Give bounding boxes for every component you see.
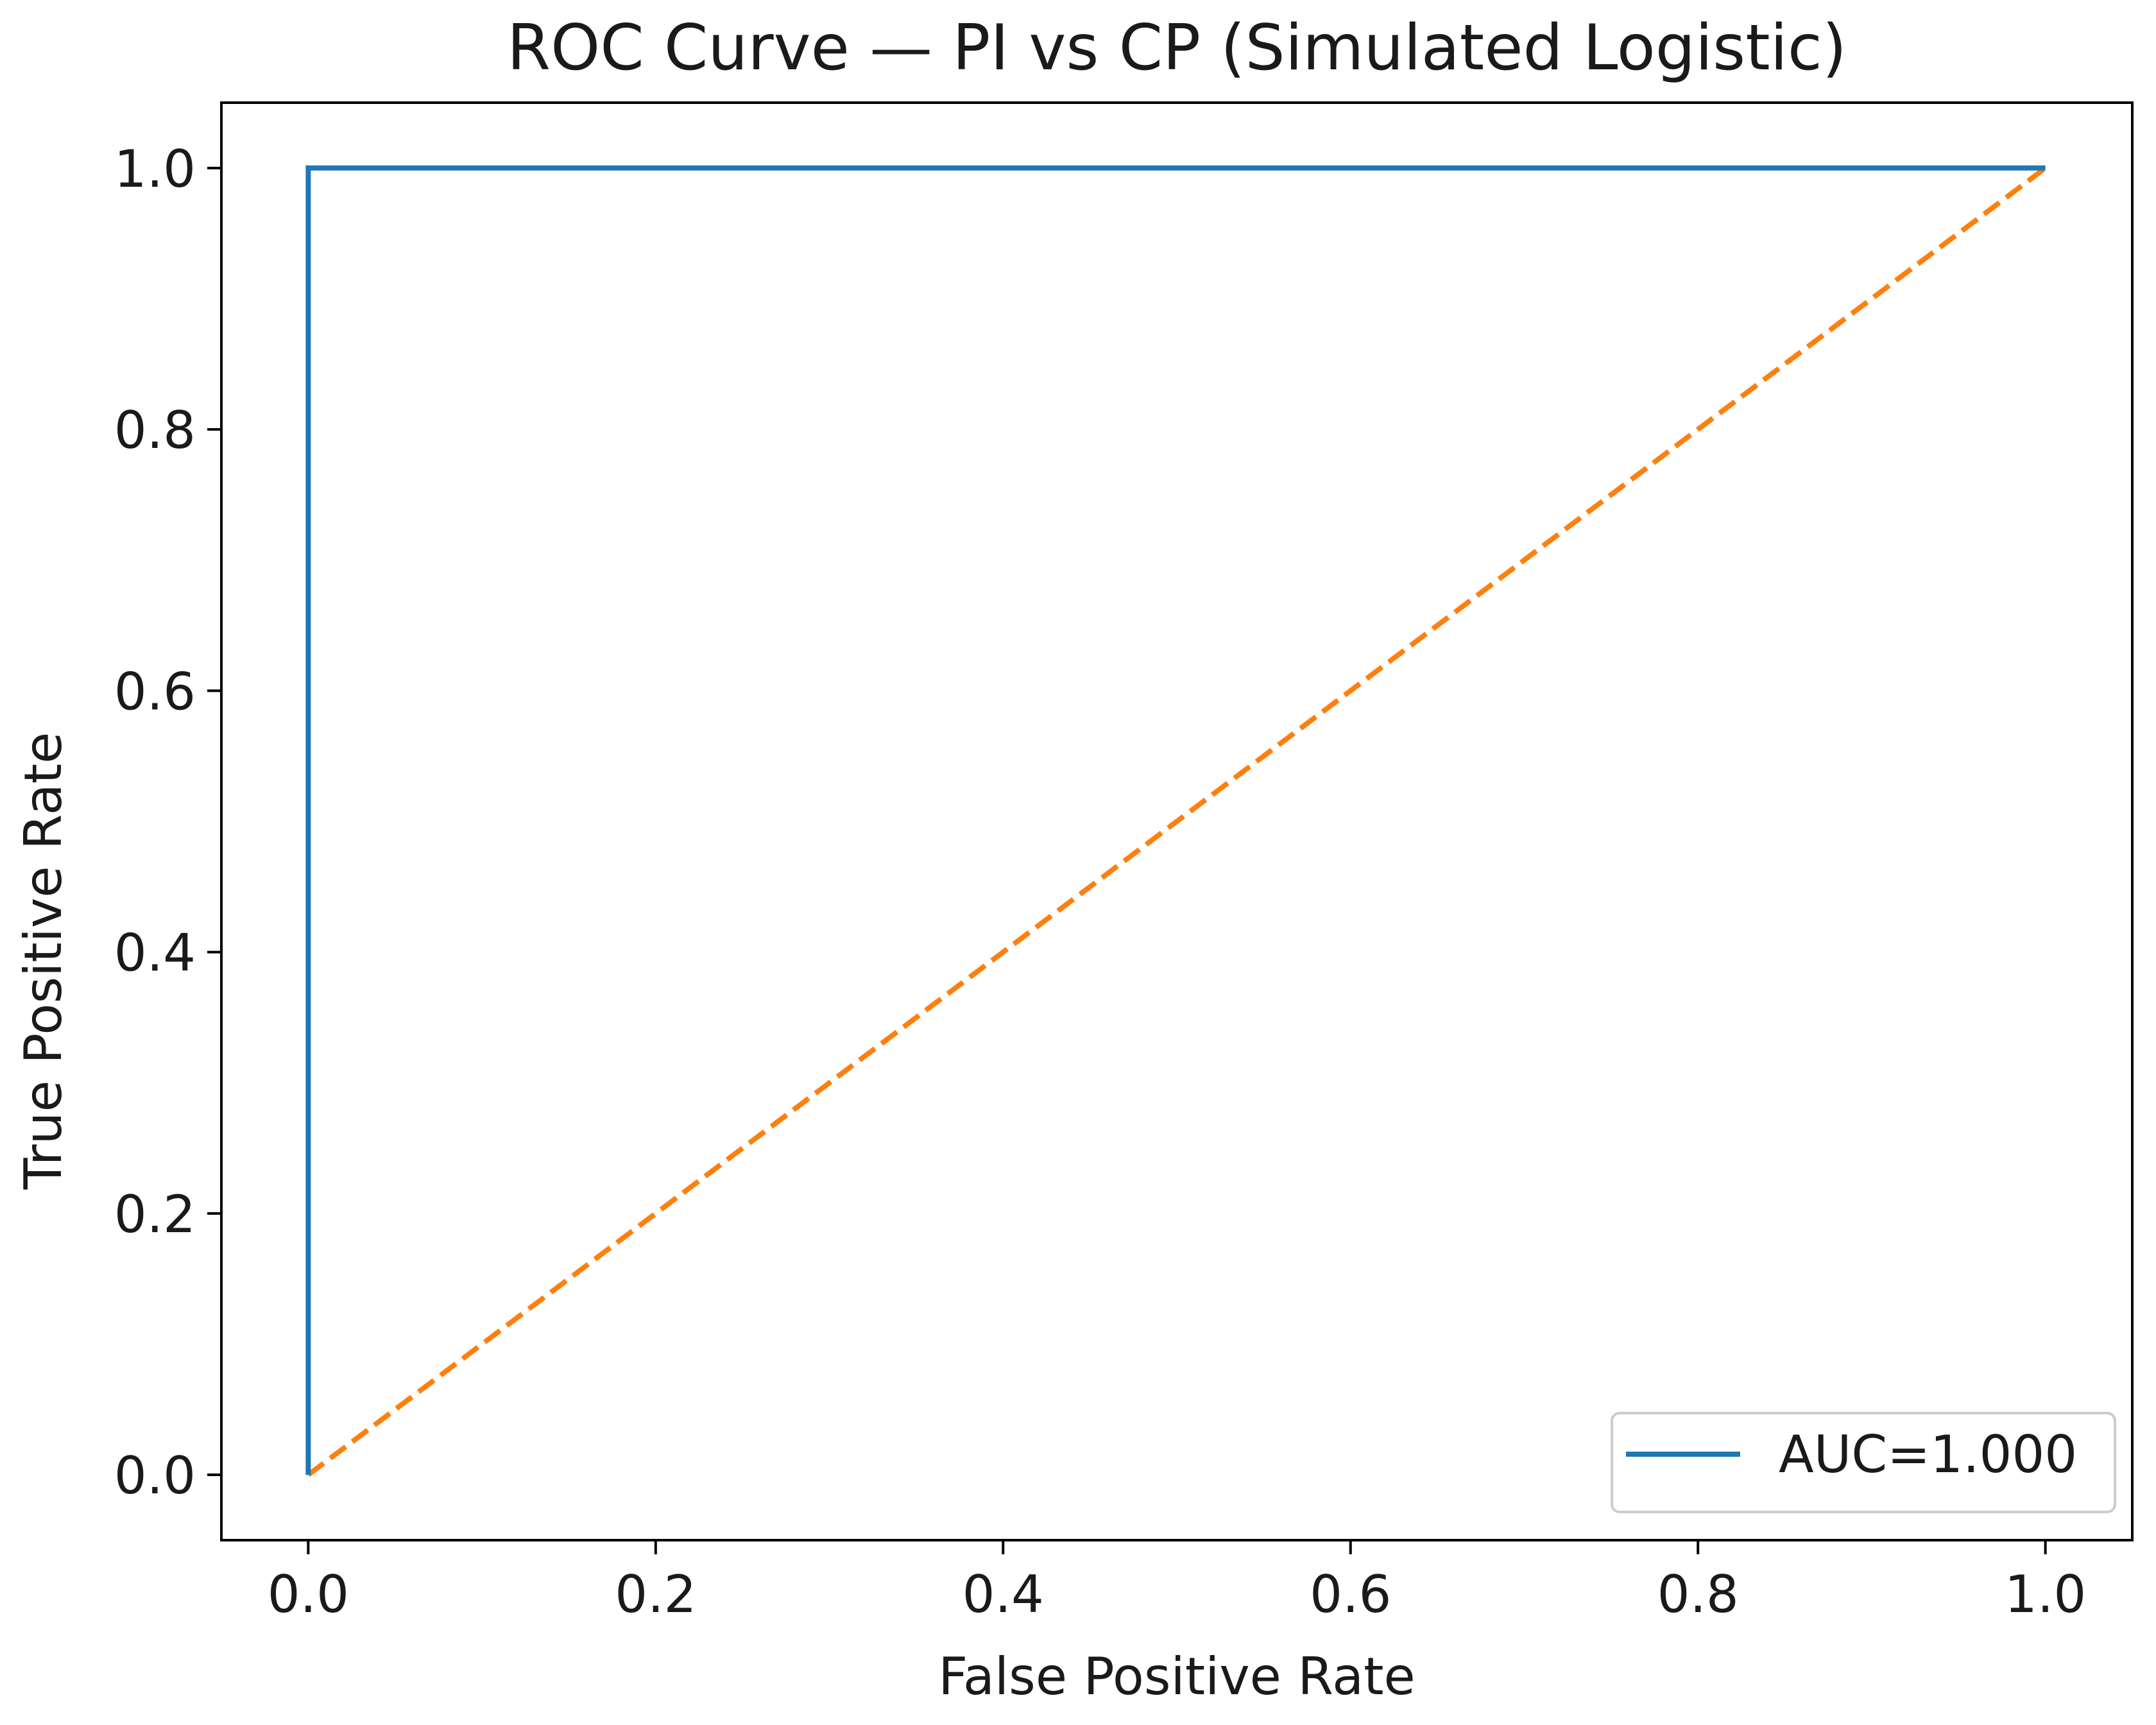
y-tick-label: 0.8 bbox=[114, 400, 196, 460]
y-tick-label: 0.4 bbox=[114, 923, 196, 983]
chance-diagonal-line bbox=[306, 166, 2048, 1477]
x-tick-label: 0.4 bbox=[963, 1565, 1044, 1624]
y-axis-label: True Positive Rate bbox=[13, 732, 73, 1190]
series-layer bbox=[305, 165, 2048, 1477]
plot-frame bbox=[220, 101, 2134, 1541]
x-tick-label: 0.0 bbox=[268, 1565, 349, 1624]
x-axis-label: False Positive Rate bbox=[938, 1647, 1416, 1706]
roc-curve-line bbox=[305, 165, 2046, 1475]
legend: AUC=1.000 bbox=[1611, 1412, 2116, 1513]
x-axis-ticks: 0.0 0.2 0.4 0.6 0.8 1.0 bbox=[268, 1540, 2086, 1624]
x-tick-label: 1.0 bbox=[2005, 1565, 2086, 1624]
x-tick-label: 0.8 bbox=[1657, 1565, 1739, 1624]
x-tick-label: 0.6 bbox=[1310, 1565, 1391, 1624]
legend-box bbox=[1611, 1412, 2116, 1513]
y-tick-label: 1.0 bbox=[114, 139, 196, 199]
chart-title: ROC Curve — PI vs CP (Simulated Logistic… bbox=[507, 12, 1847, 85]
y-tick-label: 0.2 bbox=[114, 1185, 196, 1244]
y-tick-label: 0.0 bbox=[114, 1446, 196, 1506]
legend-label: AUC=1.000 bbox=[1779, 1425, 2077, 1484]
x-tick-label: 0.2 bbox=[615, 1565, 696, 1624]
y-axis-ticks: 0.0 0.2 0.4 0.6 0.8 1.0 bbox=[114, 139, 221, 1506]
y-tick-label: 0.6 bbox=[114, 662, 196, 721]
